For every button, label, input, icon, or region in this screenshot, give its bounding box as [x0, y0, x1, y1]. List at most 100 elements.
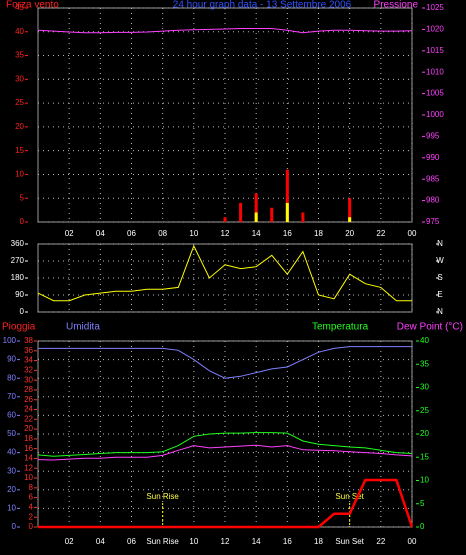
- y2-tick-label: 1025: [426, 3, 444, 12]
- y2-tick-label: 975: [426, 217, 440, 226]
- y-tick-label: 10: [15, 170, 24, 179]
- x-tick-label: 04: [96, 537, 105, 546]
- x-tick-label: 14: [252, 537, 261, 546]
- legend-rain: Pioggia: [2, 322, 36, 333]
- bar: [270, 207, 274, 222]
- bar: [301, 212, 305, 222]
- y3-tick-label: 4: [29, 503, 34, 512]
- series-line: [37, 444, 413, 461]
- y3-tick-label: 2: [29, 512, 34, 521]
- y3-tick-label: 20: [24, 424, 33, 433]
- series-line: [37, 244, 412, 302]
- y-tick-label: 100: [3, 336, 17, 345]
- y-tick-label: 0: [20, 217, 25, 226]
- y-tick-label: 30: [15, 74, 24, 83]
- y3-tick-label: 34: [24, 356, 33, 365]
- y3-tick-label: 22: [24, 414, 33, 423]
- y2-tick-label: 25: [420, 406, 429, 415]
- legend-dew-point: Dew Point (°C): [397, 322, 463, 333]
- y-tick-label: 20: [15, 122, 24, 131]
- bar: [285, 169, 289, 222]
- bar: [285, 202, 289, 222]
- x-tick-label: Sun Rise: [146, 537, 179, 546]
- bar: [348, 217, 352, 222]
- legend-temperature: Temperatura: [312, 322, 369, 333]
- y-tick-label: 25: [15, 98, 24, 107]
- bar: [239, 202, 243, 222]
- x-tick-label: 22: [376, 229, 385, 238]
- y3-tick-label: 10: [24, 473, 33, 482]
- y-tick-label: 40: [15, 27, 24, 36]
- y2-tick-label: 10: [420, 476, 429, 485]
- y3-tick-label: 28: [24, 385, 33, 394]
- x-tick-label: 16: [283, 537, 292, 546]
- x-tick-label: 12: [221, 229, 230, 238]
- y-tick-label: 50: [7, 429, 16, 438]
- y-tick-label: 70: [7, 392, 16, 401]
- bar: [348, 198, 352, 222]
- x-tick-label: 20: [345, 229, 354, 238]
- bar: [223, 217, 227, 222]
- series-line: [37, 28, 413, 34]
- annotation-label: Sun Set: [335, 492, 364, 501]
- y2-tick-label: 30: [420, 383, 429, 392]
- y2-tick-label: 1015: [426, 46, 444, 55]
- y2-tick-label: 5: [420, 499, 425, 508]
- y2-tick-label: 1020: [426, 25, 444, 34]
- x-tick-label: 02: [65, 229, 74, 238]
- x-tick-label: 10: [189, 537, 198, 546]
- series-line: [38, 346, 412, 379]
- y-tick-label: 5: [20, 193, 25, 202]
- y2-tick-label: 0: [420, 522, 425, 531]
- y3-tick-label: 16: [24, 444, 33, 453]
- x-tick-label: 00: [408, 229, 417, 238]
- x-tick-label: 16: [283, 229, 292, 238]
- y3-tick-label: 0: [29, 522, 34, 531]
- y2-tick-label: 1000: [426, 110, 444, 119]
- y3-tick-label: 18: [24, 434, 33, 443]
- y-tick-label: 40: [7, 448, 16, 457]
- y-tick-label: 35: [15, 51, 24, 60]
- chart-title: 24 hour graph data - 13 Settembre 2006: [173, 0, 352, 11]
- y2-tick-label: 40: [420, 336, 429, 345]
- x-tick-label: 18: [314, 229, 323, 238]
- y3-tick-label: 24: [24, 405, 33, 414]
- y-tick-label: 0: [20, 307, 25, 316]
- x-tick-label: 02: [65, 537, 74, 546]
- y2-tick-label: 985: [426, 174, 440, 183]
- y2-tick-label: E: [437, 290, 442, 299]
- y3-tick-label: 6: [29, 493, 34, 502]
- y3-tick-label: 8: [29, 483, 34, 492]
- y-tick-label: 80: [7, 373, 16, 382]
- y2-tick-label: 990: [426, 153, 440, 162]
- y-tick-label: 0: [12, 522, 17, 531]
- y2-tick-label: 1005: [426, 89, 444, 98]
- y3-tick-label: 32: [24, 365, 33, 374]
- y2-tick-label: 20: [420, 429, 429, 438]
- y-tick-label: 20: [7, 485, 16, 494]
- y-tick-label: 15: [15, 146, 24, 155]
- y-tick-label: 45: [15, 3, 24, 12]
- y2-tick-label: 35: [420, 359, 429, 368]
- y2-tick-label: N: [437, 307, 443, 316]
- series-line: [38, 478, 414, 529]
- y3-tick-label: 36: [24, 346, 33, 355]
- x-tick-label: 22: [376, 537, 385, 546]
- x-tick-label: 08: [158, 229, 167, 238]
- x-tick-label: 18: [314, 537, 323, 546]
- y3-tick-label: 30: [24, 375, 33, 384]
- y3-tick-label: 26: [24, 395, 33, 404]
- y-tick-label: 30: [7, 466, 16, 475]
- x-tick-label: Sun Set: [335, 537, 364, 546]
- y2-tick-label: 1010: [426, 67, 444, 76]
- x-tick-label: 06: [127, 229, 136, 238]
- y-tick-label: 180: [11, 273, 25, 282]
- y2-tick-label: 980: [426, 196, 440, 205]
- y2-tick-label: 15: [420, 452, 429, 461]
- y2-tick-label: 995: [426, 132, 440, 141]
- bar: [254, 212, 258, 222]
- y-tick-label: 60: [7, 411, 16, 420]
- x-tick-label: 10: [189, 229, 198, 238]
- x-tick-label: 00: [408, 537, 417, 546]
